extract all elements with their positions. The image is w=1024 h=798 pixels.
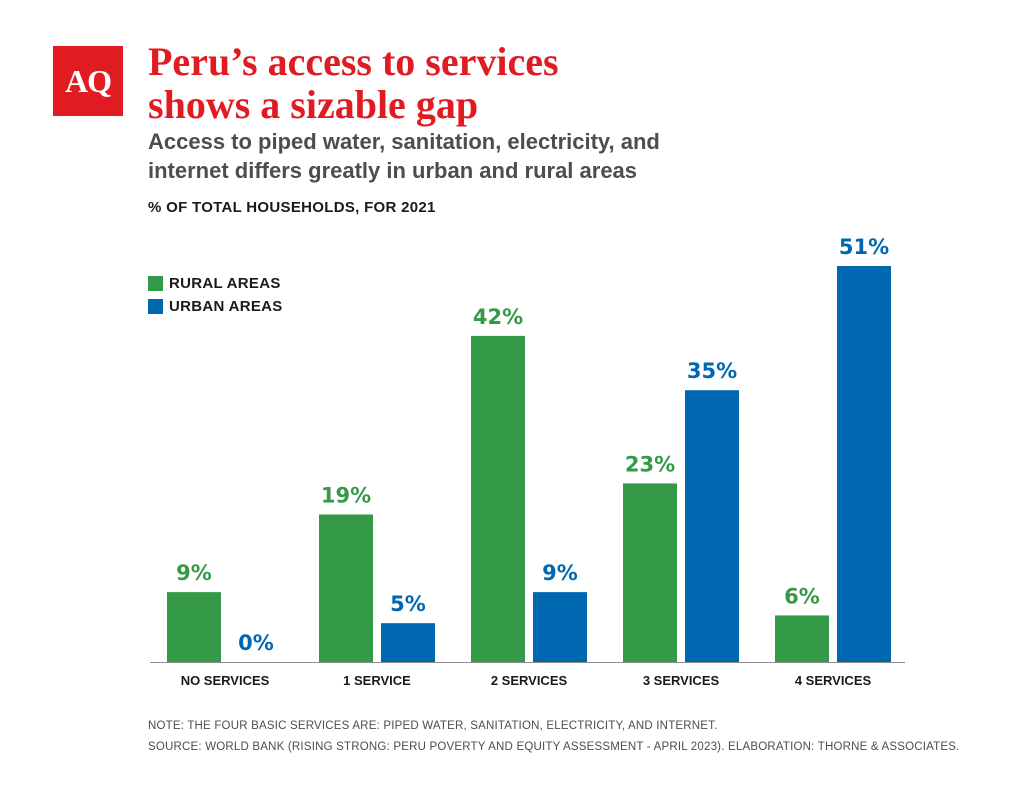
- legend-item-rural: RURAL AREAS: [148, 272, 283, 295]
- legend-label-urban: URBAN AREAS: [169, 298, 283, 315]
- title-line-1: Peru’s access to services: [148, 39, 559, 84]
- legend-swatch-rural: [148, 276, 163, 291]
- data-label-rural: 19%: [321, 483, 371, 507]
- bar-urban: [533, 592, 587, 662]
- subtitle-line-1: Access to piped water, sanitation, elect…: [148, 129, 660, 154]
- data-label-urban: 51%: [839, 235, 889, 259]
- legend-swatch-urban: [148, 299, 163, 314]
- x-tick-label: 3 SERVICES: [643, 673, 720, 688]
- data-label-urban: 0%: [238, 631, 274, 655]
- subtitle-line-2: internet differs greatly in urban and ru…: [148, 158, 638, 183]
- data-label-rural: 9%: [176, 561, 212, 585]
- x-tick-label: NO SERVICES: [181, 673, 270, 688]
- bar-rural: [167, 592, 221, 662]
- x-tick-label: 4 SERVICES: [795, 673, 872, 688]
- aq-logo: AQ: [53, 46, 123, 116]
- bar-urban: [837, 266, 891, 662]
- bar-urban: [381, 623, 435, 662]
- x-tick-label: 2 SERVICES: [491, 673, 568, 688]
- footer-source: SOURCE: WORLD BANK (RISING STRONG: PERU …: [148, 741, 960, 753]
- data-label-urban: 9%: [542, 561, 578, 585]
- data-label-urban: 5%: [390, 592, 426, 616]
- data-label-rural: 42%: [473, 305, 523, 329]
- chart-subtitle: Access to piped water, sanitation, elect…: [148, 127, 788, 185]
- bar-rural: [623, 483, 677, 662]
- legend-label-rural: RURAL AREAS: [169, 275, 281, 292]
- title-line-2: shows a sizable gap: [148, 82, 479, 127]
- bar-rural: [775, 615, 829, 662]
- x-tick-label: 1 SERVICE: [343, 673, 411, 688]
- bar-rural: [319, 514, 373, 662]
- unit-label: % OF TOTAL HOUSEHOLDS, FOR 2021: [148, 199, 436, 216]
- footer-note: NOTE: THE FOUR BASIC SERVICES ARE: PIPED…: [148, 720, 718, 732]
- chart-notes: NOTE: THE FOUR BASIC SERVICES ARE: PIPED…: [148, 716, 960, 758]
- chart-title: Peru’s access to services shows a sizabl…: [148, 40, 788, 126]
- data-label-urban: 35%: [687, 359, 737, 383]
- data-label-rural: 23%: [625, 452, 675, 476]
- legend-item-urban: URBAN AREAS: [148, 295, 283, 318]
- bar-rural: [471, 335, 525, 662]
- logo-text: AQ: [65, 62, 112, 99]
- bar-urban: [685, 390, 739, 662]
- chart-legend: RURAL AREAS URBAN AREAS: [148, 272, 283, 318]
- data-label-rural: 6%: [784, 584, 820, 608]
